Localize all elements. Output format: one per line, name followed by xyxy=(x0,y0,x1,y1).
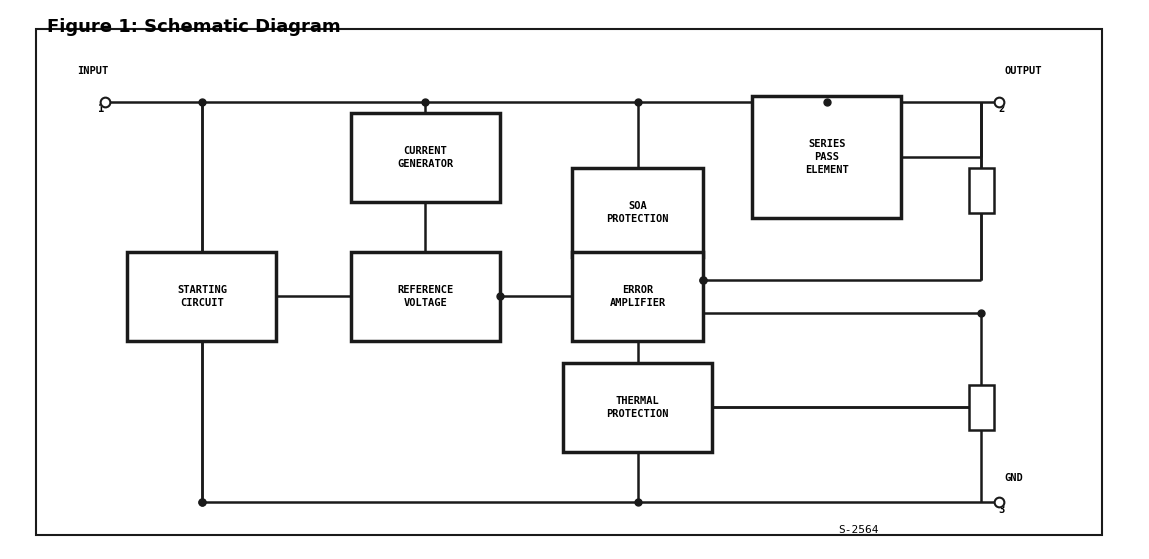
Bar xyxy=(969,385,994,430)
Bar xyxy=(969,168,994,213)
Bar xyxy=(753,96,901,219)
Text: SERIES
PASS
ELEMENT: SERIES PASS ELEMENT xyxy=(804,139,849,176)
Text: SOA
PROTECTION: SOA PROTECTION xyxy=(607,201,669,224)
Text: REFERENCE
VOLTAGE: REFERENCE VOLTAGE xyxy=(398,285,454,308)
Text: S-2564: S-2564 xyxy=(838,525,879,536)
Bar xyxy=(572,168,703,257)
Text: THERMAL
PROTECTION: THERMAL PROTECTION xyxy=(607,396,669,419)
Text: OUTPUT: OUTPUT xyxy=(1004,67,1042,77)
Bar xyxy=(350,252,500,340)
Bar xyxy=(128,252,277,340)
Bar xyxy=(350,112,500,202)
Text: 3: 3 xyxy=(998,505,1005,515)
Text: 1: 1 xyxy=(99,105,105,114)
Text: 2: 2 xyxy=(998,105,1005,114)
Text: STARTING
CIRCUIT: STARTING CIRCUIT xyxy=(177,285,228,308)
Bar xyxy=(563,363,712,452)
Text: Figure 1: Schematic Diagram: Figure 1: Schematic Diagram xyxy=(47,18,341,36)
Text: CURRENT
GENERATOR: CURRENT GENERATOR xyxy=(398,145,454,169)
Bar xyxy=(572,252,703,340)
Text: ERROR
AMPLIFIER: ERROR AMPLIFIER xyxy=(609,285,665,308)
Text: INPUT: INPUT xyxy=(77,67,109,77)
Text: GND: GND xyxy=(1004,472,1023,482)
